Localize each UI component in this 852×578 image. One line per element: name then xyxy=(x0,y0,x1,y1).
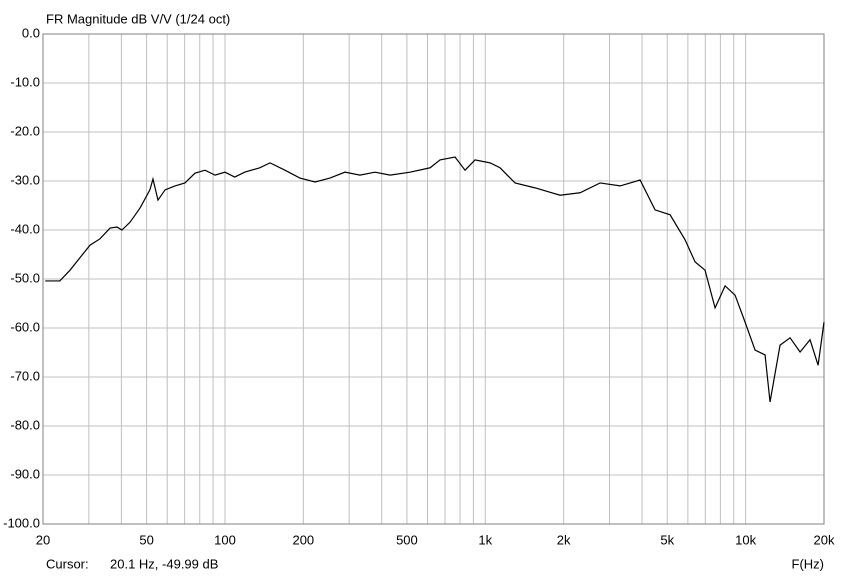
y-tick-label: -40.0 xyxy=(10,221,40,236)
x-axis-label: F(Hz) xyxy=(792,556,825,571)
y-tick-label: 0.0 xyxy=(22,25,40,40)
x-tick-label: 5k xyxy=(660,532,674,547)
cursor-label: Cursor: xyxy=(46,556,89,571)
x-tick-label: 1k xyxy=(478,532,492,547)
chart-title: FR Magnitude dB V/V (1/24 oct) xyxy=(46,11,230,26)
y-tick-label: -90.0 xyxy=(10,466,40,481)
y-tick-label: -20.0 xyxy=(10,123,40,138)
y-tick-label: -50.0 xyxy=(10,270,40,285)
response-line xyxy=(45,156,825,403)
x-tick-label: 100 xyxy=(214,532,236,547)
y-tick-label: -30.0 xyxy=(10,172,40,187)
x-tick-label: 10k xyxy=(735,532,756,547)
x-tick-label: 50 xyxy=(139,532,153,547)
x-tick-label: 200 xyxy=(292,532,314,547)
y-tick-label: -60.0 xyxy=(10,319,40,334)
y-tick-label: -10.0 xyxy=(10,74,40,89)
plot-frame xyxy=(42,33,825,525)
y-tick-label: -100.0 xyxy=(3,515,40,530)
x-tick-label: 500 xyxy=(396,532,418,547)
x-tick-label: 20 xyxy=(36,532,50,547)
y-tick-label: -70.0 xyxy=(10,368,40,383)
x-tick-label: 20k xyxy=(814,532,835,547)
y-tick-label: -80.0 xyxy=(10,417,40,432)
x-tick-label: 2k xyxy=(557,532,571,547)
cursor-readout: 20.1 Hz, -49.99 dB xyxy=(110,556,218,571)
